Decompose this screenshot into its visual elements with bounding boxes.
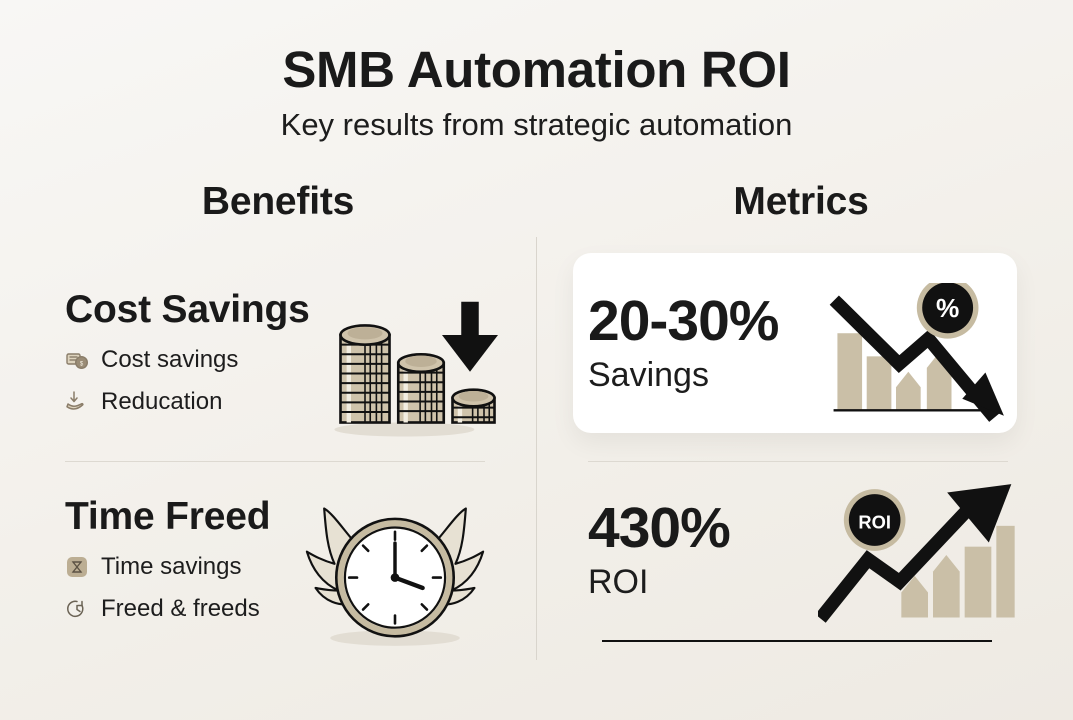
svg-text:%: % (936, 293, 959, 323)
svg-text:ROI: ROI (858, 511, 891, 532)
